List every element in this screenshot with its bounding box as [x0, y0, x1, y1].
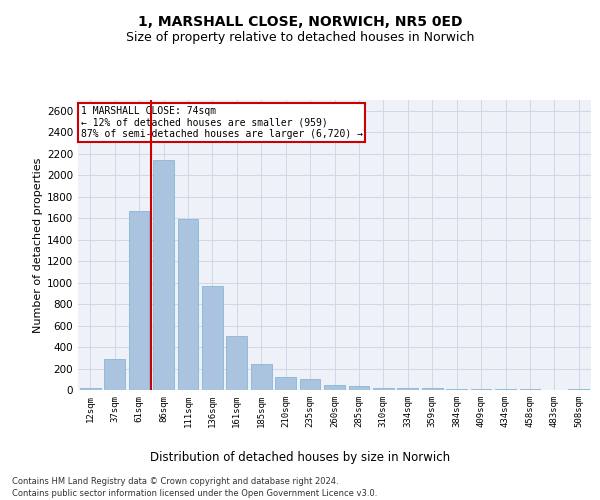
Y-axis label: Number of detached properties: Number of detached properties: [33, 158, 43, 332]
Text: 1 MARSHALL CLOSE: 74sqm
← 12% of detached houses are smaller (959)
87% of semi-d: 1 MARSHALL CLOSE: 74sqm ← 12% of detache…: [80, 106, 362, 139]
Text: Contains HM Land Registry data © Crown copyright and database right 2024.: Contains HM Land Registry data © Crown c…: [12, 476, 338, 486]
Bar: [446, 388, 467, 390]
Text: Distribution of detached houses by size in Norwich: Distribution of detached houses by size …: [150, 451, 450, 464]
Bar: [324, 384, 345, 390]
Bar: [128, 210, 149, 390]
Bar: [202, 286, 223, 390]
Bar: [373, 388, 394, 390]
Bar: [470, 389, 491, 390]
Text: 1, MARSHALL CLOSE, NORWICH, NR5 0ED: 1, MARSHALL CLOSE, NORWICH, NR5 0ED: [138, 16, 462, 30]
Bar: [495, 389, 516, 390]
Text: Size of property relative to detached houses in Norwich: Size of property relative to detached ho…: [126, 31, 474, 44]
Bar: [397, 388, 418, 390]
Bar: [568, 388, 589, 390]
Bar: [104, 359, 125, 390]
Bar: [275, 377, 296, 390]
Bar: [251, 364, 272, 390]
Bar: [349, 386, 370, 390]
Bar: [299, 380, 320, 390]
Bar: [80, 388, 101, 390]
Bar: [422, 388, 443, 390]
Bar: [153, 160, 174, 390]
Bar: [226, 336, 247, 390]
Bar: [178, 219, 199, 390]
Text: Contains public sector information licensed under the Open Government Licence v3: Contains public sector information licen…: [12, 489, 377, 498]
